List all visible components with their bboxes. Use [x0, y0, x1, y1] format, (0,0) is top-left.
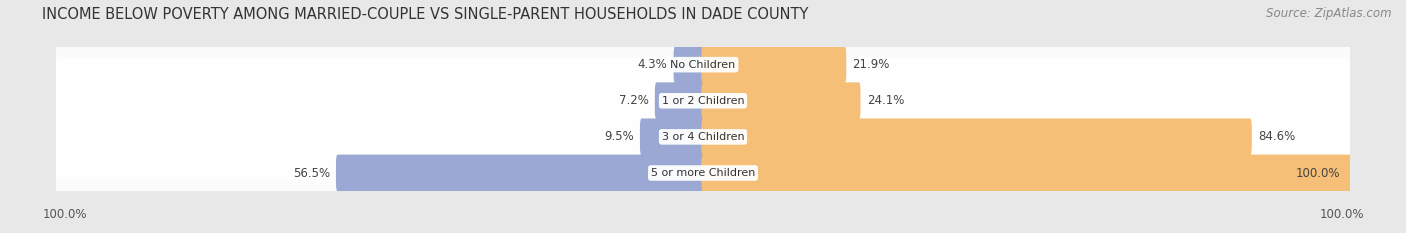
Text: 4.3%: 4.3%: [638, 58, 668, 71]
Text: INCOME BELOW POVERTY AMONG MARRIED-COUPLE VS SINGLE-PARENT HOUSEHOLDS IN DADE CO: INCOME BELOW POVERTY AMONG MARRIED-COUPL…: [42, 7, 808, 22]
FancyBboxPatch shape: [673, 46, 704, 83]
Text: 1 or 2 Children: 1 or 2 Children: [662, 96, 744, 106]
Text: 56.5%: 56.5%: [292, 167, 330, 179]
FancyBboxPatch shape: [702, 82, 860, 119]
FancyBboxPatch shape: [55, 130, 1351, 216]
FancyBboxPatch shape: [55, 58, 1351, 144]
Text: 5 or more Children: 5 or more Children: [651, 168, 755, 178]
FancyBboxPatch shape: [55, 22, 1351, 108]
Text: 9.5%: 9.5%: [605, 130, 634, 143]
Text: 100.0%: 100.0%: [42, 208, 87, 221]
Text: 7.2%: 7.2%: [619, 94, 648, 107]
FancyBboxPatch shape: [55, 94, 1351, 180]
FancyBboxPatch shape: [702, 46, 846, 83]
Text: 3 or 4 Children: 3 or 4 Children: [662, 132, 744, 142]
Text: 21.9%: 21.9%: [852, 58, 890, 71]
FancyBboxPatch shape: [336, 154, 704, 192]
Text: 24.1%: 24.1%: [866, 94, 904, 107]
FancyBboxPatch shape: [640, 118, 704, 155]
FancyBboxPatch shape: [702, 154, 1351, 192]
Text: 100.0%: 100.0%: [1295, 167, 1340, 179]
Text: 84.6%: 84.6%: [1258, 130, 1295, 143]
FancyBboxPatch shape: [655, 82, 704, 119]
FancyBboxPatch shape: [702, 118, 1251, 155]
Text: 100.0%: 100.0%: [1319, 208, 1364, 221]
Text: Source: ZipAtlas.com: Source: ZipAtlas.com: [1267, 7, 1392, 20]
Text: No Children: No Children: [671, 60, 735, 70]
